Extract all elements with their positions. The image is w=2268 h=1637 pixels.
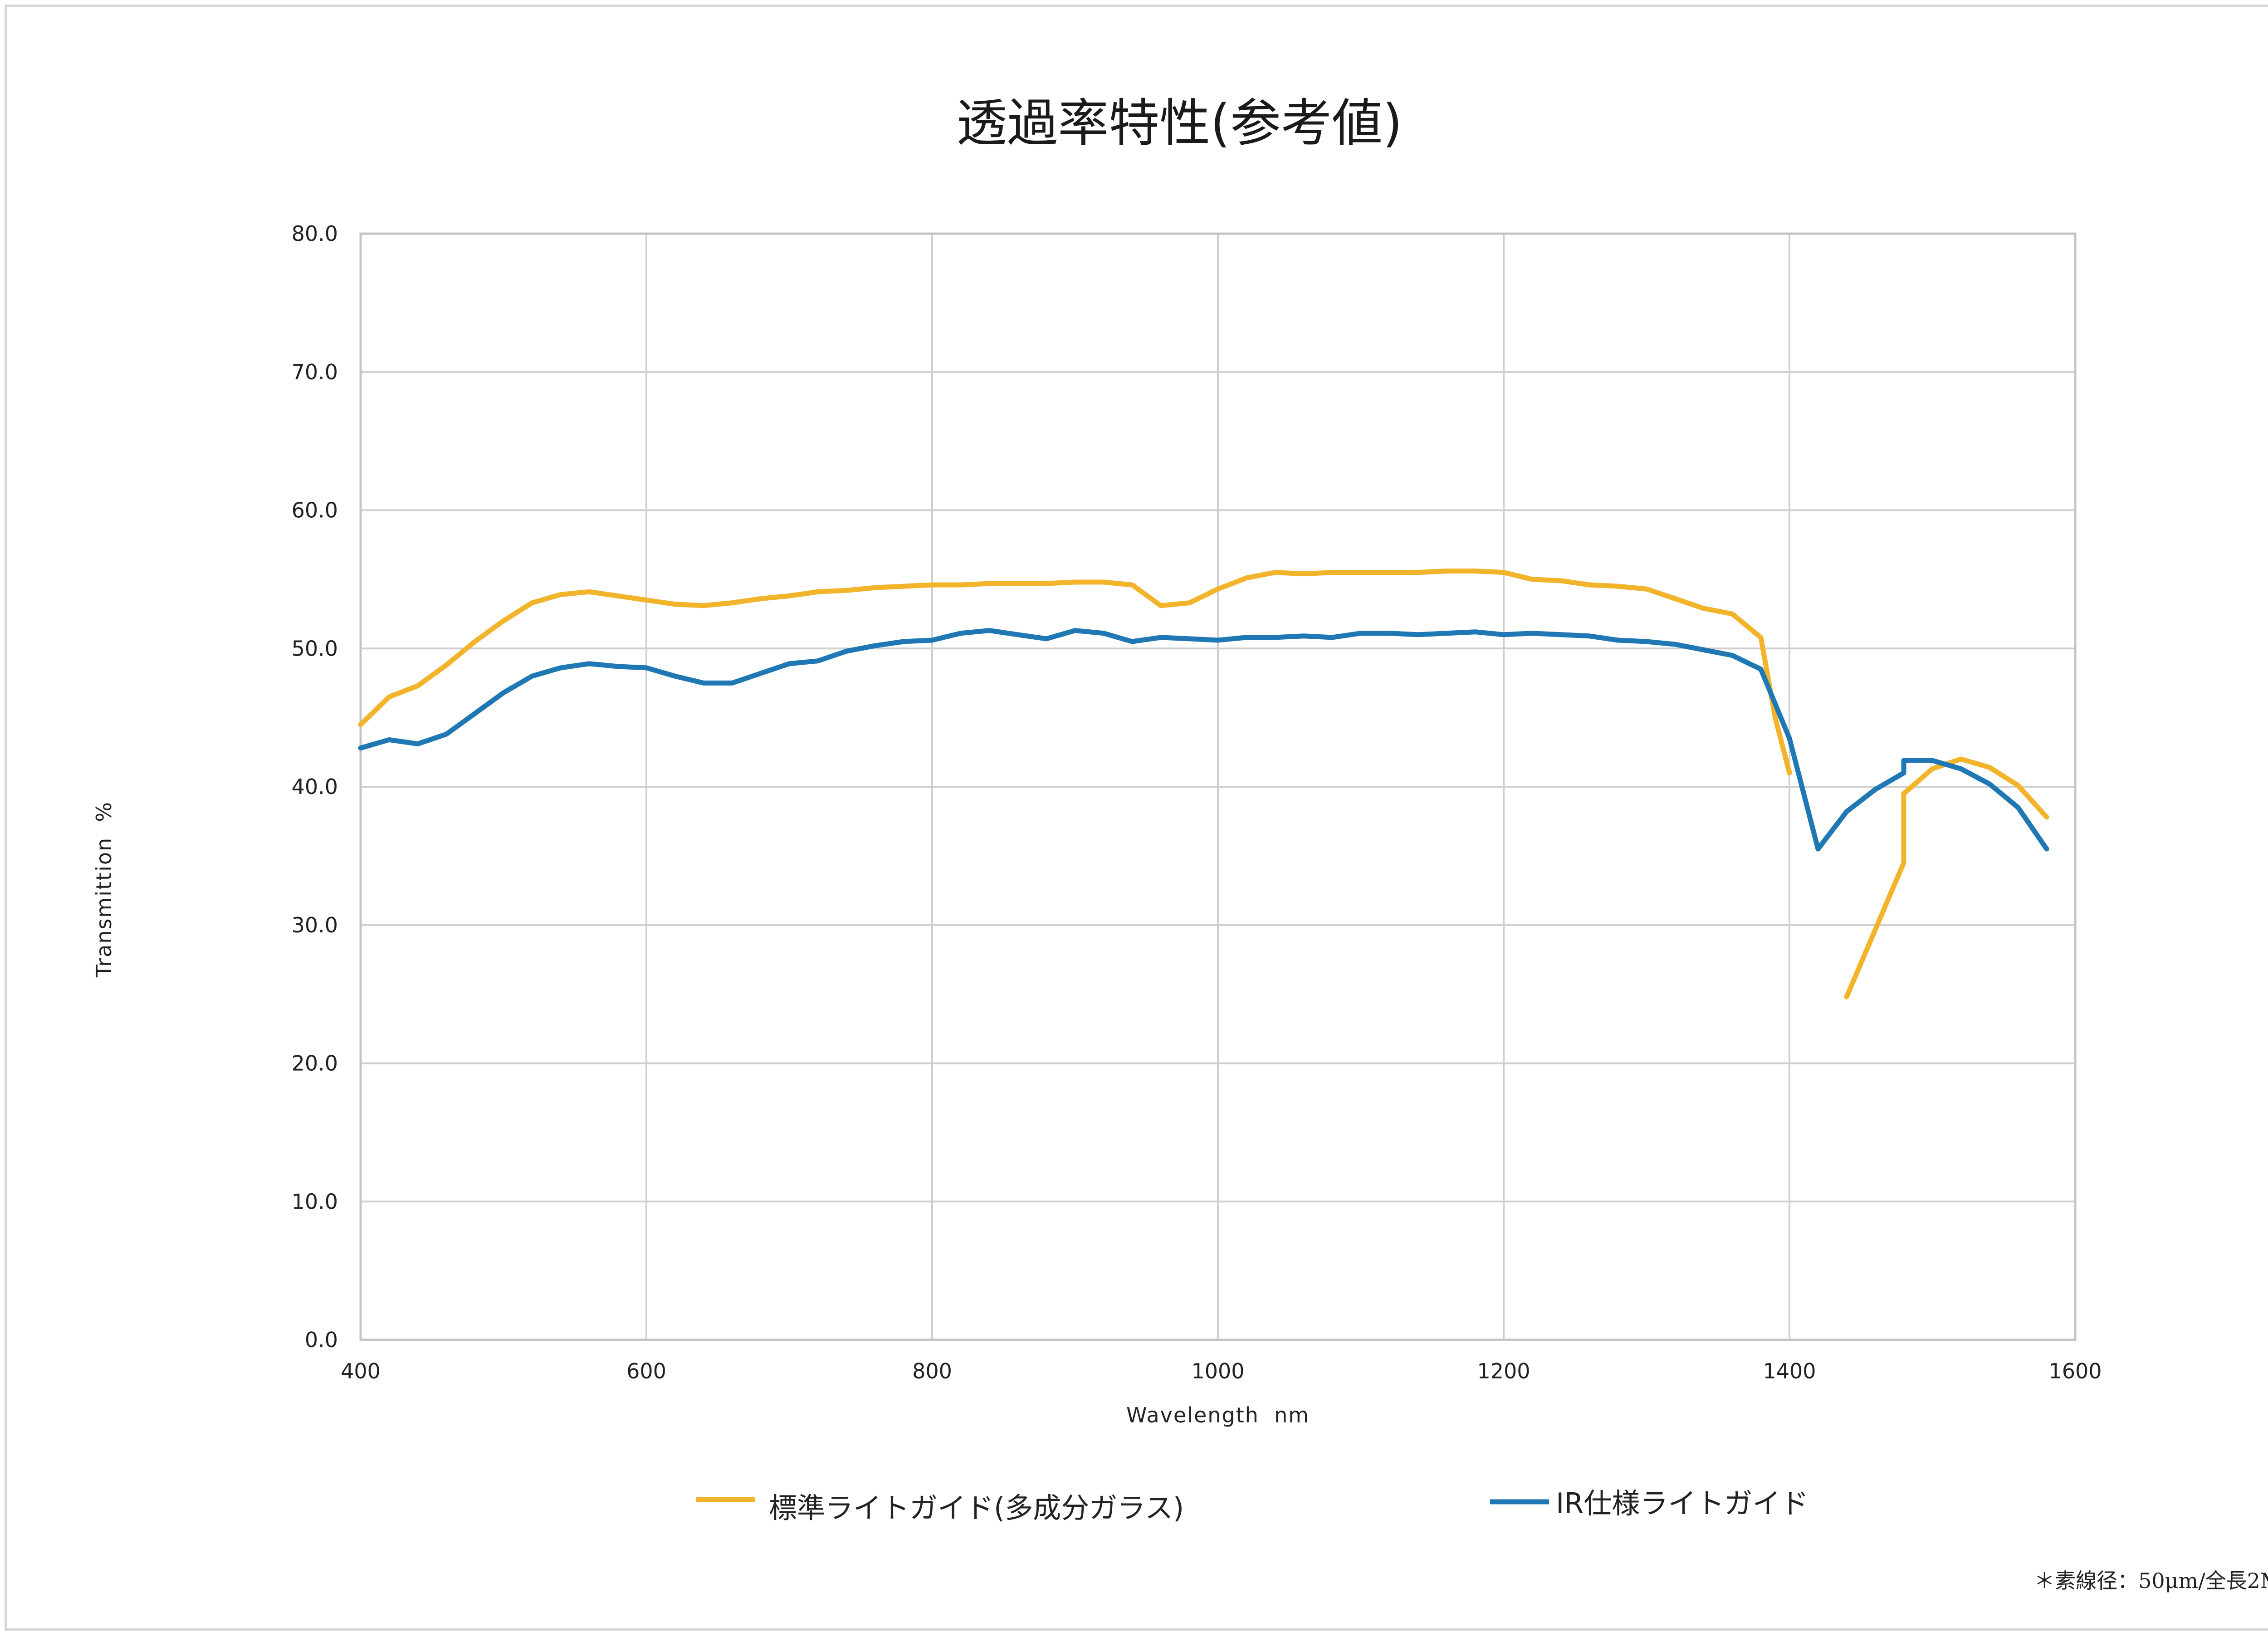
x-tick-label: 1400 bbox=[1763, 1359, 1816, 1383]
y-tick-label: 50.0 bbox=[292, 636, 338, 661]
x-tick-label: 400 bbox=[341, 1359, 381, 1383]
series-ir bbox=[358, 628, 2049, 852]
grid-lines bbox=[360, 233, 2076, 1341]
y-tick-label: 10.0 bbox=[292, 1189, 338, 1214]
x-tick-label: 1000 bbox=[1191, 1359, 1244, 1383]
y-tick-label: 0.0 bbox=[305, 1328, 338, 1352]
chart-title: 透過率特性(参考値) bbox=[956, 94, 1402, 153]
x-tick-label: 600 bbox=[626, 1359, 666, 1383]
footnote: ＊素線径：50μm/全長2M bbox=[2034, 1568, 2268, 1593]
legend: 標準ライトガイド(多成分ガラス) IR仕様ライトガイド bbox=[696, 1487, 1809, 1524]
plot-area-border bbox=[359, 232, 2077, 1341]
series-line bbox=[358, 628, 2049, 852]
y-tick-label: 20.0 bbox=[292, 1051, 338, 1076]
y-tick-label: 30.0 bbox=[292, 913, 338, 937]
x-axis-label: Wavelength nm bbox=[1126, 1403, 1310, 1427]
x-axis-ticks: 400 600 800 1000 1200 1400 1600 bbox=[341, 1359, 2102, 1383]
series-standard bbox=[358, 569, 2049, 1000]
series-lines bbox=[358, 569, 2049, 1000]
series-line bbox=[358, 569, 1792, 775]
series-line bbox=[1844, 756, 2049, 1000]
x-tick-label: 1600 bbox=[2048, 1359, 2102, 1383]
legend-label-standard: 標準ライトガイド(多成分ガラス) bbox=[769, 1491, 1184, 1524]
y-tick-label: 80.0 bbox=[292, 221, 338, 246]
chart-frame bbox=[5, 5, 2268, 1631]
y-tick-label: 40.0 bbox=[292, 774, 338, 799]
x-tick-label: 800 bbox=[912, 1359, 952, 1383]
y-tick-label: 60.0 bbox=[292, 498, 338, 523]
y-tick-label: 70.0 bbox=[292, 360, 338, 384]
x-tick-label: 1200 bbox=[1477, 1359, 1530, 1383]
y-axis-label: Transmittion % bbox=[92, 801, 116, 978]
y-axis-ticks: 0.0 10.0 20.0 30.0 40.0 50.0 60.0 70.0 80.0 bbox=[292, 221, 338, 1352]
legend-label-ir: IR仕様ライトガイド bbox=[1556, 1487, 1809, 1520]
